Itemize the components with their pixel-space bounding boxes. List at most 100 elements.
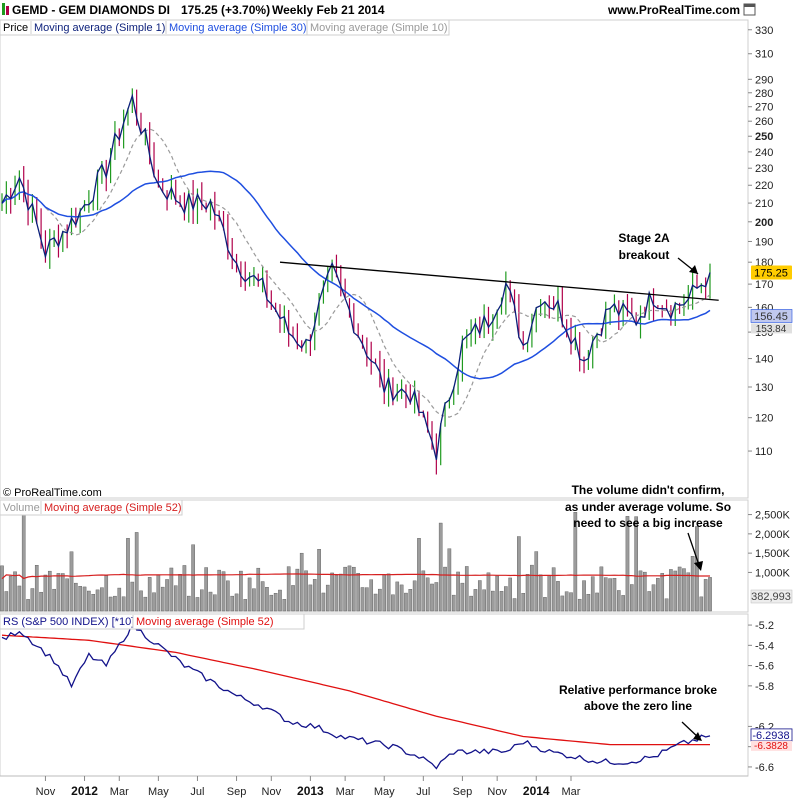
symbol-title: GEMD - GEM DIAMONDS DI [12, 3, 170, 17]
volume-bar [630, 584, 634, 612]
volume-bar [108, 596, 113, 612]
volume-bar [530, 564, 534, 612]
volume-bar [265, 587, 269, 612]
rs-badges: -6.2938 -6.3828 [750, 728, 793, 752]
volume-bar [373, 593, 378, 612]
rs-tick-label: -5.8 [755, 681, 774, 693]
volume-bar [438, 522, 443, 612]
volume-bar [13, 571, 17, 612]
volume-annotation-line-2: as under average volume. So [565, 500, 731, 514]
volume-bar [382, 574, 387, 612]
month-tick-label: Nov [262, 786, 282, 798]
volume-bar [169, 567, 174, 612]
month-tick-label: Mar [110, 786, 129, 798]
volume-tick-label: 2,500K [755, 510, 791, 522]
volume-bar [30, 588, 35, 612]
volume-bar [404, 592, 408, 612]
volume-bar [173, 585, 178, 612]
volume-bar [260, 581, 265, 612]
month-tick-label: Mar [336, 786, 355, 798]
volume-bar [95, 589, 100, 612]
rs-line [1, 620, 711, 770]
annotation-arrow-head [689, 265, 698, 274]
price-tick-label: 260 [755, 116, 773, 128]
volume-bar [508, 577, 512, 612]
volume-bar [612, 578, 617, 612]
volume-bar [82, 586, 87, 612]
maximize-icon[interactable] [743, 3, 756, 16]
volume-bar [621, 595, 625, 612]
price-legend: Price Moving average (Simple 1) Moving a… [0, 19, 313, 36]
volume-annotation-line-1: The volume didn't confirm, [572, 483, 725, 497]
time-axis: Nov 2012 Mar May Jul Sep Nov 2013 Mar May Jul Sep No… [0, 775, 748, 800]
volume-bar [586, 594, 591, 612]
volume-bar [330, 572, 334, 612]
volume-bar [443, 566, 447, 612]
volume-tick-label: 1,000K [755, 567, 791, 579]
volume-bar [512, 598, 517, 612]
rs-ma-line [1, 634, 710, 746]
volume-bar [217, 569, 221, 612]
month-tick-label: May [374, 786, 395, 798]
rs-tick-label: -6.6 [755, 762, 774, 774]
volume-bar [87, 590, 91, 612]
volume-bar [690, 556, 695, 612]
volume-bar [208, 591, 213, 612]
volume-bar [425, 577, 430, 612]
volume-bar [664, 598, 669, 612]
copyright: © ProRealTime.com [3, 487, 102, 499]
chart-app-icon [2, 3, 9, 15]
volume-bar [356, 573, 360, 612]
volume-bar [447, 548, 452, 612]
volume-bar [156, 574, 161, 612]
volume-bar [74, 582, 78, 612]
volume-bar [708, 577, 712, 612]
volume-bar [595, 592, 599, 612]
volume-bar [317, 549, 321, 612]
volume-bar [538, 574, 543, 612]
volume-bar [56, 573, 61, 612]
volume-bar [191, 544, 195, 612]
volume-bar [160, 586, 165, 612]
volume-bar [65, 578, 69, 612]
month-tick-label: Nov [487, 786, 507, 798]
volume-bar [504, 586, 508, 612]
volume-bar [616, 590, 621, 612]
volume-tick-label: 1,500K [755, 548, 791, 560]
month-tick-label: Sep [453, 786, 473, 798]
volume-bar [213, 594, 217, 612]
volume-bar [0, 565, 4, 612]
volume-bar [334, 575, 339, 612]
volume-bar [347, 565, 352, 612]
volume-bar [517, 536, 521, 612]
volume-bar [134, 532, 139, 612]
volume-bar [47, 570, 52, 612]
volume-bar [560, 595, 565, 612]
volume-bar [26, 599, 30, 612]
legend-sma1: Moving average (Simple 1) [34, 22, 165, 34]
volume-bar [564, 591, 569, 612]
month-tick-label: Nov [36, 786, 56, 798]
volume-bar [269, 594, 274, 612]
volume-bar [4, 591, 9, 612]
volume-bar [338, 573, 343, 612]
volume-bar [703, 579, 708, 612]
volume-bar [386, 573, 391, 612]
volume-bars [0, 512, 712, 612]
volume-bar [43, 574, 48, 612]
volume-bar [69, 551, 74, 612]
volume-annotation: The volume didn't confirm, as under aver… [565, 483, 731, 571]
volume-bar [308, 584, 313, 612]
volume-bar [469, 595, 473, 612]
period-date: Weekly Feb 21 2014 [272, 3, 385, 17]
volume-arrow-head [694, 561, 703, 571]
volume-bar [186, 595, 191, 612]
volume-bar [556, 581, 560, 612]
price-tick-label: 110 [755, 446, 773, 458]
volume-bar [243, 599, 248, 612]
price-tick-label: 290 [755, 74, 773, 86]
stage-2a-annotation: Stage 2A breakout [618, 231, 699, 275]
volume-bar [547, 575, 552, 612]
volume-bar [204, 567, 208, 612]
volume-bar [143, 596, 148, 612]
